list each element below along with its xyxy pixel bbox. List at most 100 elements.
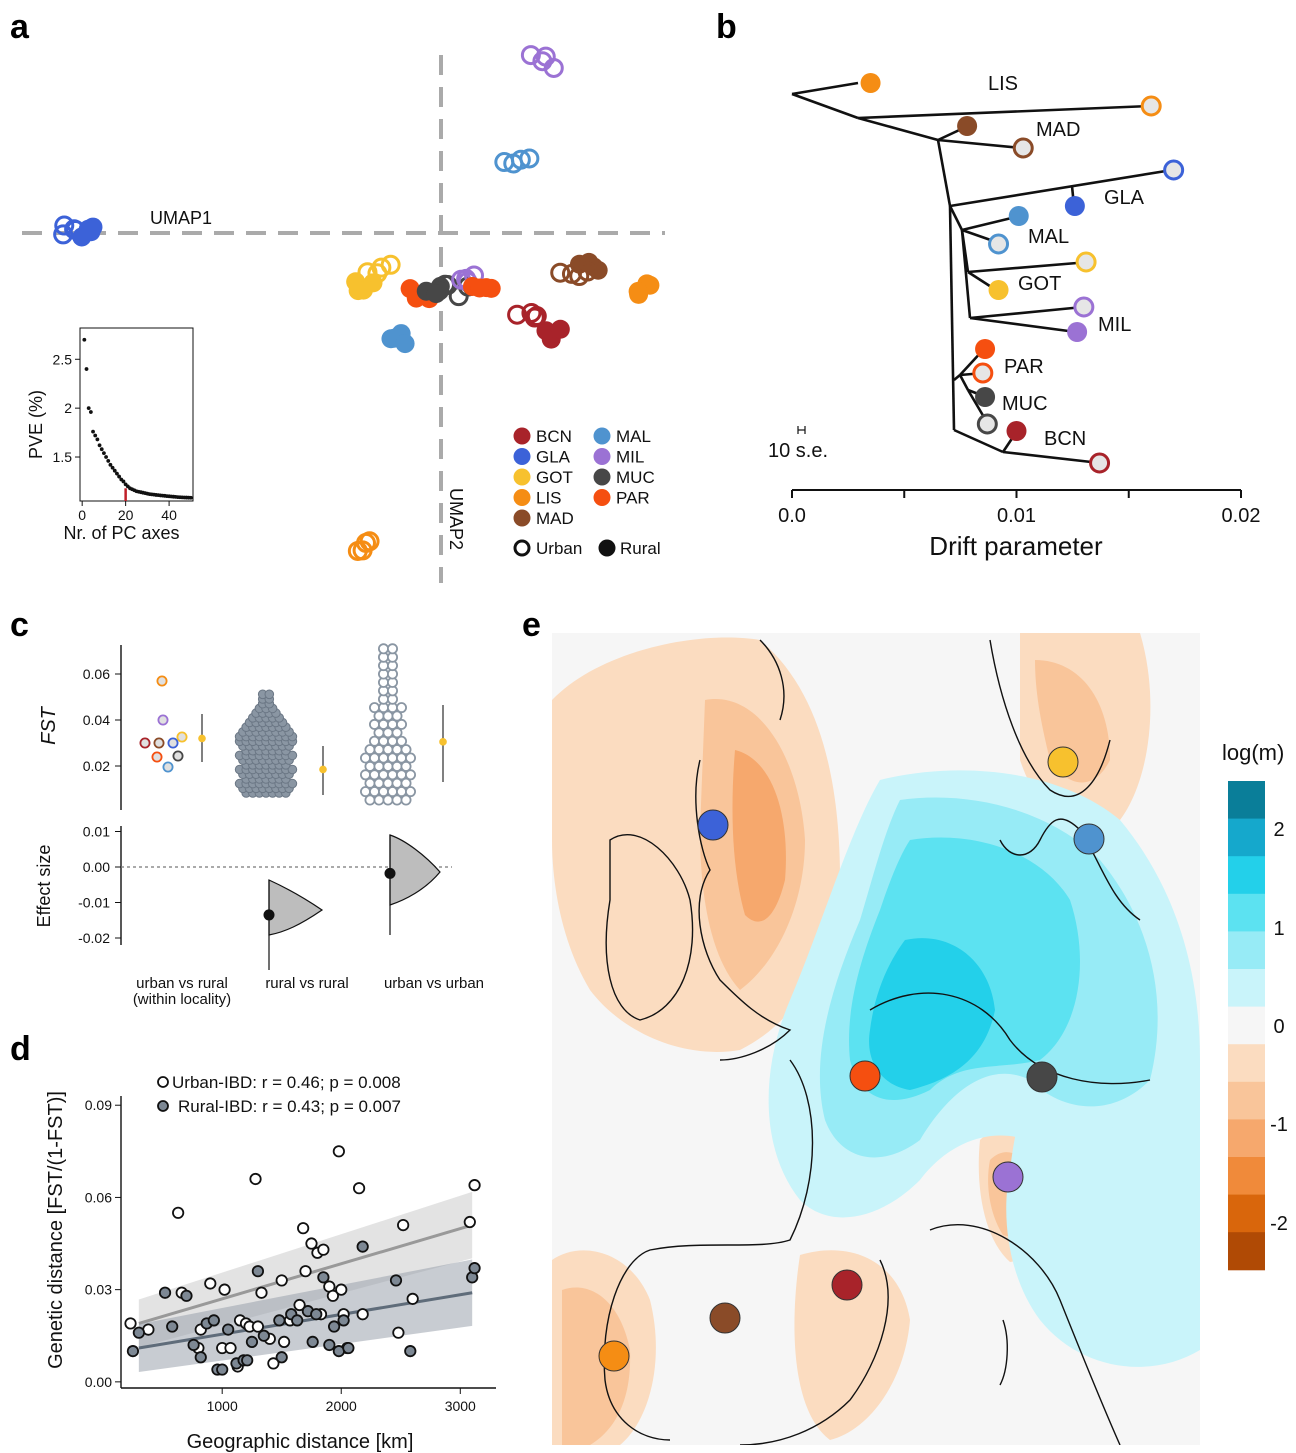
ibd-point bbox=[245, 1335, 259, 1348]
umap2-label: UMAP2 bbox=[446, 488, 466, 550]
tree-tip bbox=[1064, 196, 1085, 216]
colorbar-tick-label: -2 bbox=[1270, 1213, 1288, 1235]
legend-urban-label: Urban-IBD: r = 0.46; p = 0.008 bbox=[172, 1073, 401, 1092]
colorbar-cell bbox=[1228, 781, 1265, 820]
legend-label: MAD bbox=[536, 509, 574, 528]
inset-point bbox=[84, 367, 89, 371]
urban-point bbox=[400, 760, 412, 772]
umap-panel: UMAP1 UMAP2 0 20 40 1.5 2 2.5 Nr. of PC axes PV… bbox=[22, 45, 665, 583]
legend-urban-swatch bbox=[513, 539, 531, 557]
tree-tip bbox=[975, 339, 996, 359]
ibd-point bbox=[273, 1314, 286, 1327]
ibd-point bbox=[406, 1292, 419, 1305]
colorbar-cell bbox=[1228, 893, 1265, 932]
x-tick-label: 0.02 bbox=[1222, 505, 1261, 527]
effect-distribution bbox=[389, 834, 441, 906]
group-mean bbox=[439, 738, 447, 746]
legend-rural-label: Rural bbox=[620, 539, 661, 558]
within-locality-point bbox=[157, 714, 169, 726]
legend-swatch bbox=[513, 448, 531, 465]
x-axis-label: Geographic distance [km] bbox=[187, 1431, 414, 1453]
map-site bbox=[1073, 823, 1105, 855]
map-site bbox=[1047, 746, 1079, 778]
ibd-point bbox=[305, 1237, 318, 1250]
inset-x-tick-label: 20 bbox=[118, 507, 134, 523]
colorbar-tick-label: 0 bbox=[1273, 1016, 1284, 1038]
colorbar-cell bbox=[1228, 856, 1265, 895]
inset-x-label: Nr. of PC axes bbox=[63, 523, 179, 543]
tree-branch bbox=[948, 205, 964, 231]
y-tick-label: 0.03 bbox=[85, 1282, 112, 1298]
tree-tip bbox=[1163, 159, 1185, 181]
inset-point bbox=[115, 471, 119, 476]
urban-point bbox=[400, 777, 412, 789]
legend-swatch bbox=[593, 427, 611, 445]
urban-point bbox=[395, 735, 407, 747]
umap-point bbox=[426, 284, 446, 304]
ibd-point bbox=[317, 1243, 330, 1256]
ibd-point bbox=[166, 1320, 179, 1333]
legend-urban-swatch bbox=[157, 1076, 169, 1088]
tree-branch bbox=[857, 104, 1151, 120]
umap-point bbox=[543, 57, 564, 78]
umap-point bbox=[359, 531, 380, 552]
ibd-point bbox=[180, 1289, 193, 1302]
colorbar-cell bbox=[1228, 1119, 1265, 1158]
within-locality-point bbox=[139, 737, 151, 749]
inset-point bbox=[188, 495, 193, 500]
map-site bbox=[1026, 1061, 1058, 1093]
tree-tip-label: MAL bbox=[1028, 226, 1069, 248]
inset-point bbox=[117, 474, 122, 479]
umap-point bbox=[363, 273, 383, 293]
tree-tip bbox=[860, 73, 881, 93]
tree-tip bbox=[976, 413, 998, 435]
ibd-point bbox=[306, 1335, 319, 1348]
group-label: (within locality) bbox=[133, 991, 231, 1008]
ibd-point bbox=[275, 1351, 288, 1364]
tree-branch bbox=[960, 229, 972, 319]
tree-branch bbox=[857, 116, 939, 142]
tree-tip-label: MIL bbox=[1098, 314, 1131, 336]
umap-point bbox=[470, 278, 490, 298]
tree-tip bbox=[957, 116, 978, 136]
urban-point bbox=[400, 794, 412, 806]
map-site bbox=[992, 1161, 1024, 1193]
effect-y-tick-label: 0.01 bbox=[83, 824, 110, 840]
colorbar-cell bbox=[1228, 1157, 1265, 1196]
effect-distribution bbox=[268, 879, 324, 936]
tree-tip-label: MUC bbox=[1002, 393, 1048, 415]
ibd-point bbox=[124, 1317, 137, 1330]
colorbar-cell bbox=[1228, 931, 1265, 970]
migration-legend-title: log(m) bbox=[1222, 740, 1284, 765]
legend-urban-label: Urban bbox=[536, 539, 582, 558]
pve-inset: 0 20 40 1.5 2 2.5 Nr. of PC axes PVE (%) bbox=[26, 327, 194, 543]
inset-point bbox=[88, 410, 93, 414]
tree-branch bbox=[791, 92, 859, 120]
colorbar-cell bbox=[1228, 1006, 1265, 1045]
tree-tip bbox=[1140, 95, 1162, 117]
umap-point bbox=[521, 302, 542, 323]
legend-rural-swatch bbox=[157, 1100, 169, 1112]
fst-panel: 0.02 0.04 0.06 FST 0.01 0.00 -0.01 -0.02 Effect … bbox=[34, 643, 484, 1008]
ibd-point bbox=[392, 1326, 405, 1339]
ibd-point bbox=[255, 1286, 268, 1299]
legend-rural-swatch bbox=[598, 539, 616, 557]
tree-tip bbox=[1012, 137, 1034, 159]
rural-point bbox=[287, 778, 298, 789]
inset-point bbox=[106, 459, 111, 463]
ibd-point bbox=[310, 1308, 323, 1321]
ibd-point bbox=[337, 1314, 350, 1327]
ibd-point bbox=[132, 1326, 145, 1339]
x-tick-label: 0.0 bbox=[778, 505, 806, 527]
tree-tip bbox=[1008, 206, 1029, 226]
urban-point bbox=[404, 786, 416, 798]
tree-branch bbox=[1002, 450, 1101, 465]
tree-tip-label: PAR bbox=[1004, 356, 1044, 378]
urban-point bbox=[386, 643, 398, 655]
ibd-point bbox=[404, 1345, 417, 1358]
x-axis-label: Drift parameter bbox=[929, 531, 1103, 561]
umap-point bbox=[561, 263, 582, 284]
inset-point bbox=[82, 337, 87, 342]
ibd-point bbox=[352, 1182, 366, 1195]
panel-label-b: b bbox=[716, 8, 737, 46]
